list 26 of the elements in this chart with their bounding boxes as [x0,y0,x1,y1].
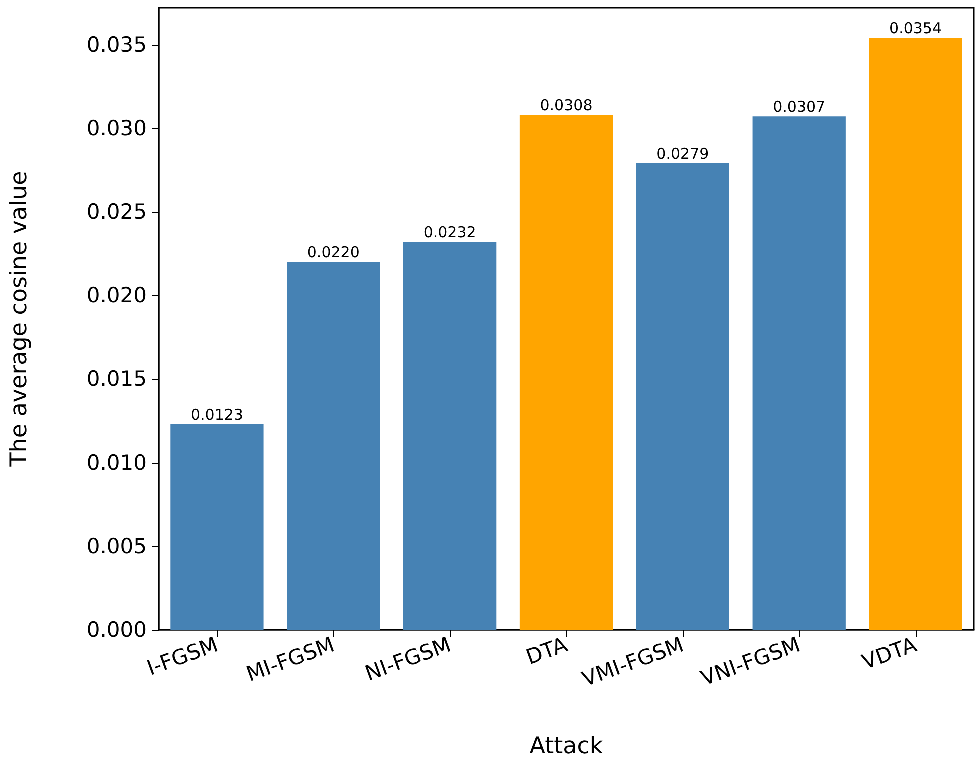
y-tick-label: 0.035 [86,32,147,57]
y-tick-label: 0.025 [86,200,147,224]
data-label: 0.0232 [424,224,476,242]
bar [636,164,730,630]
x-tick-label: DTA [523,632,572,670]
data-label: 0.0308 [540,96,593,115]
y-tick-label: 0.010 [86,450,147,475]
bar [170,424,264,630]
data-label: 0.0279 [656,145,710,163]
y-tick-label: 0.020 [86,284,147,308]
bar [869,38,962,630]
y-tick-label: 0.030 [86,116,147,140]
bar [520,115,614,630]
y-tick-label: 0.000 [86,618,147,642]
y-tick-label: 0.005 [86,534,147,558]
bar [404,242,497,630]
data-label: 0.0220 [307,244,360,262]
bar [752,116,846,630]
y-axis-title: The average cosine value [6,171,32,468]
x-tick-label: VDTA [858,632,920,674]
data-label: 0.0123 [190,406,244,424]
x-axis-title: Attack [530,734,604,760]
y-tick-label: 0.015 [86,367,147,392]
data-label: 0.0307 [773,98,826,116]
bar [287,262,380,630]
data-label: 0.0354 [890,20,942,38]
